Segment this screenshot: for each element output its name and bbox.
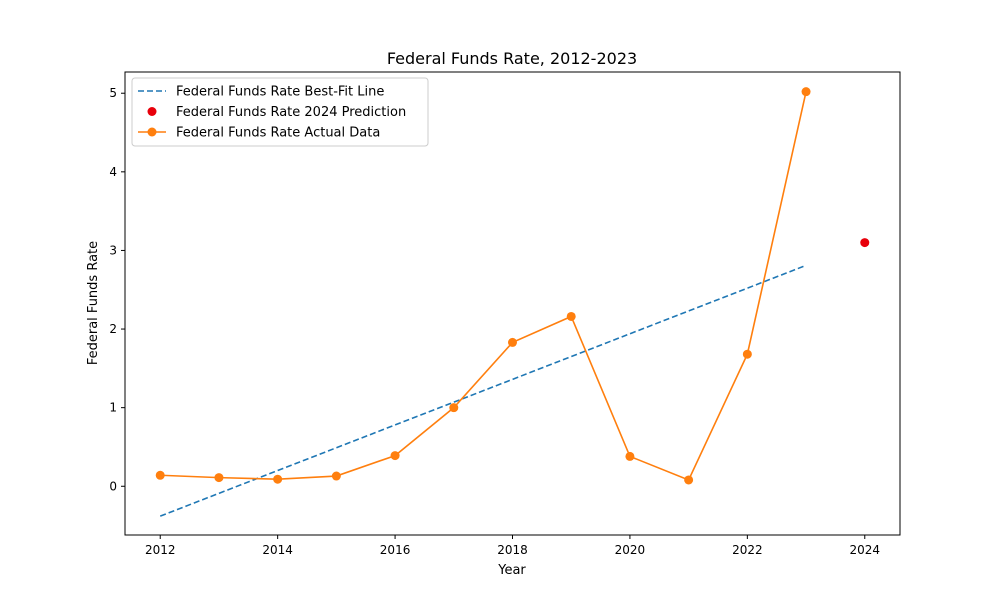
legend-label: Federal Funds Rate 2024 Prediction [176,105,406,120]
plot-area: 2012 2014 2016 2018 2020 2022 2024 0 1 2 3 4 5 [109,71,901,557]
x-tick-label: 2012 [145,543,176,557]
legend: Federal Funds Rate Best-Fit Line Federal … [131,77,429,147]
best-fit-line [159,264,807,517]
actual-data-point [155,470,165,480]
actual-data-point [508,337,517,347]
actual-data-point [214,473,224,483]
y-tick-label: 2 [109,322,117,336]
actual-data-point [390,451,400,461]
x-tick-label: 2016 [380,543,411,557]
actual-data-point [684,475,694,485]
legend-prediction-swatch [147,107,157,116]
x-tick-label: 2014 [262,543,293,557]
y-tick-label: 0 [109,479,117,493]
y-tick-label: 4 [109,165,117,179]
y-axis-label: Federal Funds Rate [86,241,101,365]
actual-data-point [566,311,576,321]
y-tick-label: 3 [109,243,117,257]
x-axis-label: Year [497,563,526,578]
actual-data-point [801,87,811,97]
actual-data-point [625,451,635,461]
actual-data-line [160,91,807,481]
chart-title: Federal Funds Rate, 2012-2023 [387,49,637,68]
x-tick-label: 2018 [497,543,528,557]
legend-label: Federal Funds Rate Best-Fit Line [176,85,384,100]
y-tick-label: 5 [109,86,117,100]
actual-data-point [742,349,752,359]
legend-box [131,77,429,147]
x-tick-label: 2022 [732,543,763,557]
x-tick-label: 2024 [849,543,880,557]
x-tick-label: 2020 [615,543,646,557]
y-tick-label: 1 [109,401,117,415]
actual-data-point [331,471,341,481]
actual-data-point [273,474,283,484]
prediction-point [860,238,870,248]
actual-data-point [449,403,459,413]
legend-label: Federal Funds Rate Actual Data [176,126,380,141]
legend-actual-marker-swatch [147,127,157,137]
